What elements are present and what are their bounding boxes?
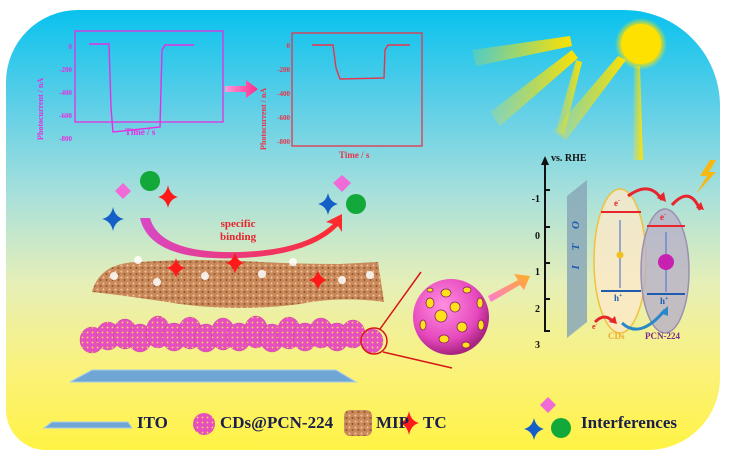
legend-mip: MIP bbox=[376, 413, 410, 432]
energy-axis-title: vs. RHE bbox=[551, 153, 587, 164]
specific-binding-label: specific binding bbox=[220, 218, 256, 244]
light-bolt-icon bbox=[696, 160, 716, 194]
legend-interferences: Interferences bbox=[581, 413, 677, 432]
transition-arrow-icon bbox=[225, 80, 258, 98]
mip-film bbox=[92, 252, 384, 308]
cds-band bbox=[593, 188, 647, 334]
e-charge: - bbox=[595, 322, 598, 328]
mip-film-icon bbox=[344, 410, 372, 436]
photocurrent-chart-after bbox=[291, 32, 423, 147]
ytick: -600 bbox=[59, 112, 72, 120]
pcn224-band bbox=[640, 208, 690, 334]
label-line: specific bbox=[220, 218, 256, 230]
energy-tick: 3 bbox=[535, 340, 540, 351]
energy-tick: 0 bbox=[535, 230, 540, 242]
h-charge: + bbox=[619, 293, 623, 299]
pink-sphere-icon bbox=[193, 413, 215, 435]
legend-icons bbox=[42, 397, 571, 440]
cds-hole-label: h+ bbox=[614, 293, 622, 303]
ytick: -400 bbox=[59, 89, 72, 97]
h-charge: + bbox=[665, 296, 669, 302]
ito-slab-icon bbox=[42, 421, 133, 429]
legend-tc: TC bbox=[423, 413, 447, 432]
analytes-right bbox=[318, 175, 366, 215]
red-star-icon bbox=[399, 411, 419, 435]
sun-icon bbox=[472, 18, 667, 160]
energy-tick: 2 bbox=[535, 303, 540, 315]
e-symbol: e bbox=[614, 198, 618, 208]
e-charge: - bbox=[664, 212, 666, 218]
label-line: binding bbox=[220, 231, 257, 243]
analytes-left bbox=[102, 171, 178, 231]
pcn-hole-label: h+ bbox=[660, 296, 668, 306]
chart1-xlabel: Time / s bbox=[125, 127, 156, 137]
to-band-diagram-arrow-icon bbox=[488, 274, 530, 302]
ito-slab bbox=[69, 369, 358, 383]
e-symbol: e bbox=[592, 322, 596, 331]
cds-electron-label: e- bbox=[614, 198, 620, 208]
pcn-electron-label: e- bbox=[660, 212, 666, 222]
ytick: -800 bbox=[59, 135, 72, 143]
cds-pcn224-row bbox=[79, 271, 453, 369]
ito-electrode-label: I T O bbox=[570, 215, 582, 270]
chart1-ylabel: Photocurrent / nA bbox=[36, 77, 45, 140]
legend-cds-pcn224: CDs@PCN-224 bbox=[220, 413, 334, 432]
pcn224-label: PCN-224 bbox=[645, 331, 680, 341]
chart1-yticks: 0 -200 -400 -600 -800 bbox=[50, 36, 72, 151]
ytick: -600 bbox=[277, 114, 290, 122]
binding-arrow-icon bbox=[140, 214, 342, 259]
energy-tick: -1 bbox=[531, 194, 540, 205]
energy-tick: 1 bbox=[535, 267, 540, 278]
ytick: 0 bbox=[68, 43, 73, 51]
photocurrent-chart-before bbox=[74, 30, 224, 133]
ytick: -400 bbox=[277, 90, 290, 98]
h-symbol: h bbox=[614, 293, 620, 303]
e-charge: - bbox=[618, 198, 620, 204]
h-symbol: h bbox=[660, 296, 666, 306]
transfer-electron-label: e- bbox=[592, 322, 597, 331]
chart2-yticks: 0 -200 -400 -600 -800 bbox=[268, 34, 290, 154]
ytick: -800 bbox=[277, 138, 290, 146]
cds-pcn224-sphere-zoom bbox=[413, 279, 489, 355]
ytick: -200 bbox=[59, 66, 72, 74]
ytick: 0 bbox=[286, 42, 291, 50]
legend-ito: ITO bbox=[137, 413, 168, 432]
e-symbol: e bbox=[660, 212, 664, 222]
interference-shapes-icon bbox=[524, 397, 571, 440]
ito-electrode bbox=[567, 180, 587, 338]
chart2-xlabel: Time / s bbox=[339, 150, 370, 160]
energy-axis bbox=[541, 156, 550, 332]
ytick: -200 bbox=[277, 66, 290, 74]
energy-ticks: -1 0 1 2 3 bbox=[524, 182, 540, 365]
cds-label: CDs bbox=[608, 331, 625, 341]
